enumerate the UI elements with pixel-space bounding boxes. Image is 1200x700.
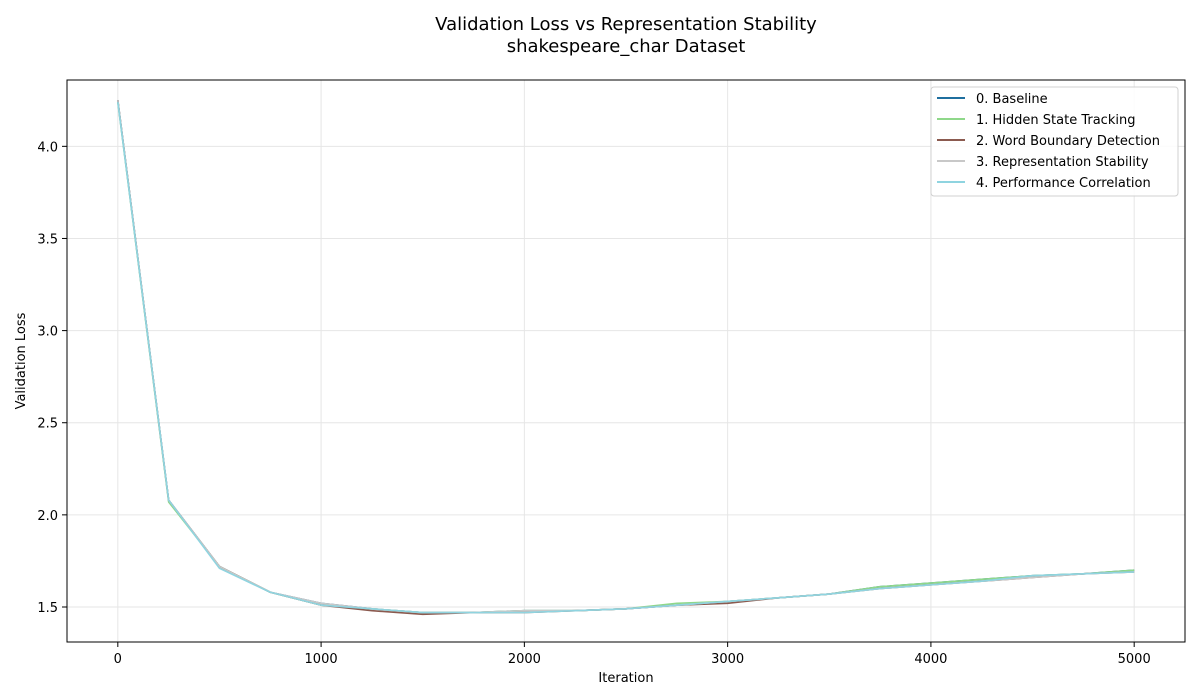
legend-label-1: 1. Hidden State Tracking bbox=[976, 113, 1135, 128]
x-tick-label: 1000 bbox=[305, 652, 338, 667]
legend-label-4: 4. Performance Correlation bbox=[976, 176, 1151, 191]
x-tick-label: 2000 bbox=[508, 652, 541, 667]
y-tick-label: 3.5 bbox=[37, 232, 58, 247]
chart-subtitle: shakespeare_char Dataset bbox=[507, 36, 746, 57]
legend-box bbox=[930, 86, 1179, 197]
x-tick-label: 5000 bbox=[1118, 652, 1151, 667]
legend-label-3: 3. Representation Stability bbox=[976, 155, 1149, 170]
y-tick-label: 3.0 bbox=[37, 325, 58, 340]
legend-label-2: 2. Word Boundary Detection bbox=[976, 134, 1160, 149]
x-axis-label: Iteration bbox=[598, 671, 653, 686]
x-tick-label: 3000 bbox=[711, 652, 744, 667]
y-tick-label: 2.5 bbox=[37, 417, 58, 432]
x-tick-label: 0 bbox=[114, 652, 122, 667]
legend-label-0: 0. Baseline bbox=[976, 92, 1048, 107]
chart-title: Validation Loss vs Representation Stabil… bbox=[435, 14, 817, 35]
series-lines bbox=[117, 100, 1135, 616]
grid-lines bbox=[67, 80, 1185, 642]
axis-ticks: 0 1000 2000 3000 4000 5000 1.5 2.0 2.5 3.0 3.5 4.0 bbox=[37, 140, 1150, 667]
y-tick-label: 4.0 bbox=[37, 140, 58, 155]
y-tick-label: 2.0 bbox=[37, 509, 58, 524]
y-tick-label: 1.5 bbox=[37, 601, 58, 616]
x-tick-label: 4000 bbox=[914, 652, 947, 667]
series-line-4 bbox=[117, 102, 1135, 614]
legend: 0. Baseline 1. Hidden State Tracking 2. Wo… bbox=[930, 86, 1179, 197]
y-axis-label: Validation Loss bbox=[14, 312, 29, 409]
plot-frame bbox=[66, 79, 1186, 643]
